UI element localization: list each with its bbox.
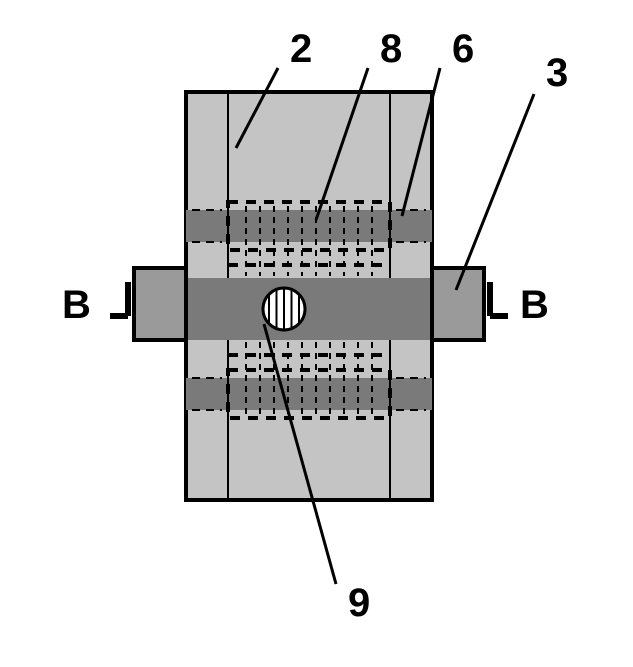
callout-3: 3 [456,51,568,290]
label-3: 3 [546,51,568,95]
section-mark-left: B [62,282,128,327]
label-2: 2 [290,27,312,71]
left-ear [134,268,186,340]
label-6: 6 [452,27,474,71]
right-ear [432,268,484,340]
lower-band [186,378,432,410]
label-9: 9 [348,581,370,625]
assembly-body [134,92,484,500]
upper-band [186,210,432,242]
label-8: 8 [380,27,402,71]
leader-3 [456,94,534,290]
section-letter-left: B [62,283,91,327]
center-bar [186,278,432,340]
section-letter-right: B [520,283,549,327]
section-mark-right: B [490,282,549,327]
